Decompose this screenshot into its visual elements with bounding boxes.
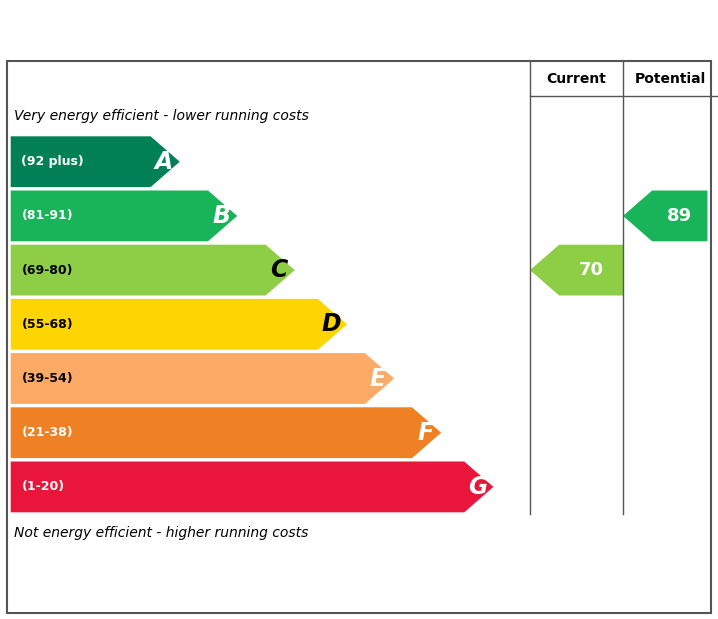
- Text: E: E: [370, 366, 386, 391]
- Text: Very energy efficient - lower running costs: Very energy efficient - lower running co…: [14, 108, 309, 123]
- Text: G: G: [467, 475, 487, 499]
- Polygon shape: [11, 191, 237, 241]
- Text: (21-38): (21-38): [22, 426, 73, 439]
- Polygon shape: [11, 299, 347, 350]
- Polygon shape: [11, 136, 180, 187]
- Text: Potential: Potential: [635, 72, 706, 86]
- Polygon shape: [11, 353, 394, 404]
- Polygon shape: [11, 245, 294, 295]
- Polygon shape: [11, 407, 441, 458]
- Text: C: C: [270, 258, 287, 282]
- Text: Current: Current: [546, 72, 607, 86]
- Text: (92 plus): (92 plus): [22, 155, 84, 168]
- Text: 89: 89: [667, 207, 692, 225]
- Text: D: D: [321, 313, 341, 336]
- Text: B: B: [213, 204, 230, 228]
- Polygon shape: [530, 245, 623, 295]
- Text: (69-80): (69-80): [22, 264, 73, 277]
- Text: A: A: [154, 150, 173, 174]
- Text: (1-20): (1-20): [22, 480, 65, 493]
- Text: Not energy efficient - higher running costs: Not energy efficient - higher running co…: [14, 526, 309, 540]
- Text: (39-54): (39-54): [22, 372, 73, 385]
- Text: F: F: [417, 421, 433, 444]
- Text: 70: 70: [579, 261, 604, 279]
- Polygon shape: [11, 462, 493, 513]
- Text: (55-68): (55-68): [22, 318, 73, 331]
- Text: Energy Efficiency Rating: Energy Efficiency Rating: [22, 14, 442, 42]
- Polygon shape: [623, 191, 707, 241]
- Text: (81-91): (81-91): [22, 209, 73, 222]
